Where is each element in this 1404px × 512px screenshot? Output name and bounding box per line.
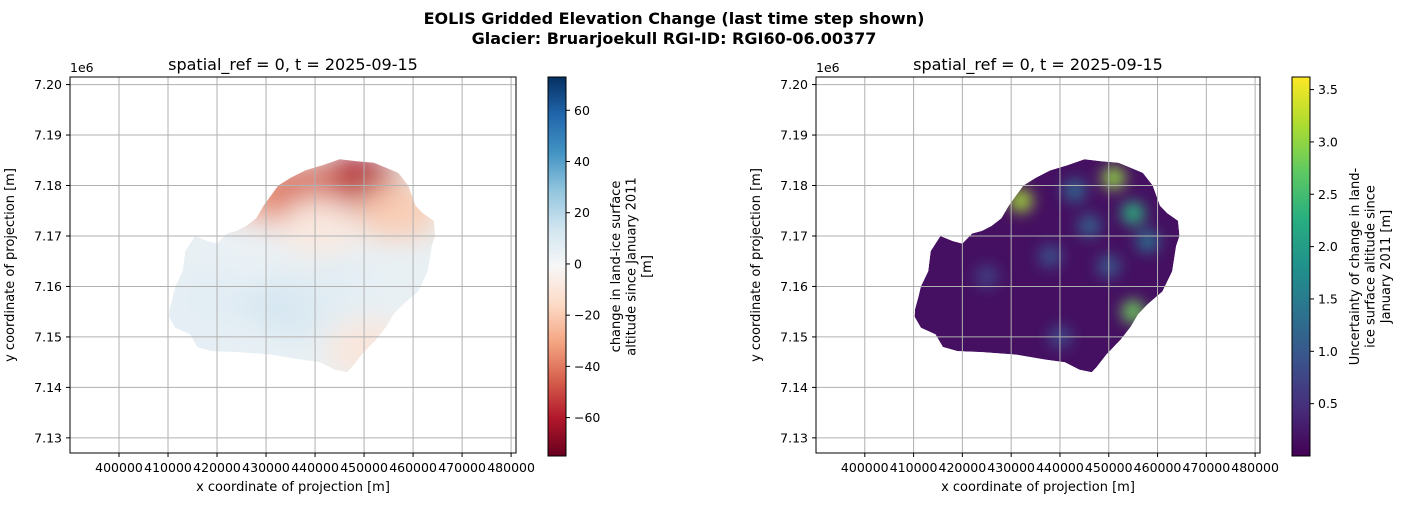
y-tick-label: 7.17 (34, 228, 62, 243)
colorbar-tick-label: 0.5 (1318, 396, 1338, 411)
y-tick-label: 7.15 (34, 329, 62, 344)
x-tick-label: 470000 (1182, 460, 1230, 475)
axes-frame (69, 76, 517, 454)
x-tick-label: 460000 (1134, 460, 1182, 475)
colorbar-label-line: [m] (640, 255, 655, 278)
colorbar-tick-label: −40 (574, 359, 600, 374)
uncertainty-panel: 400000 410000 420000 430000 440000 450000 4600… (749, 55, 1394, 495)
y-tick-label: 7.18 (780, 178, 808, 193)
colorbar (1291, 76, 1311, 457)
value-zone (277, 195, 362, 256)
y-tick-label: 7.19 (780, 128, 808, 143)
x-tick-label: 410000 (890, 460, 938, 475)
colorbar-label-line: altitude since January 2011 (625, 177, 640, 355)
panel-title: spatial_ref = 0, t = 2025-09-15 (168, 55, 418, 75)
x-tick-label: 450000 (340, 460, 388, 475)
y-axis-label: y coordinate of projection [m] (3, 168, 18, 362)
y-offset-label: 1e6 (816, 60, 840, 75)
y-tick-label: 7.20 (34, 77, 62, 92)
value-zone (1077, 213, 1102, 238)
figure-title-line1: EOLIS Gridded Elevation Change (last tim… (424, 9, 925, 28)
y-tick-label: 7.13 (34, 430, 62, 445)
y-offset-label: 1e6 (70, 60, 94, 75)
x-tick-label: 470000 (438, 460, 486, 475)
colorbar-tick-label: 40 (574, 154, 590, 169)
colorbar-tick-label: 1.5 (1318, 291, 1338, 306)
y-tick-label: 7.14 (34, 380, 62, 395)
colorbar-tick-label: 2.5 (1318, 187, 1338, 202)
x-axis-label: x coordinate of projection [m] (941, 480, 1135, 495)
x-tick-label: 440000 (1036, 460, 1084, 475)
y-tick-label: 7.18 (34, 178, 62, 193)
colorbar (547, 76, 567, 457)
y-tick-label: 7.16 (34, 279, 62, 294)
colorbar-label-line: change in land-ice surface (609, 181, 624, 353)
value-zone (1121, 201, 1146, 226)
axes-frame (815, 76, 1261, 454)
x-tick-label: 450000 (1085, 460, 1133, 475)
colorbar-tick-label: 20 (574, 205, 590, 220)
grid (816, 77, 1260, 453)
colorbar-label-line: ice surface altitude since (1364, 185, 1379, 348)
colorbar-label-line: January 2011 [m] (1379, 210, 1394, 324)
colorbar-label-line: Uncertainty of change in land- (1348, 167, 1363, 365)
x-tick-label: 460000 (389, 460, 437, 475)
colorbar-tick-label: 1.0 (1318, 344, 1338, 359)
elevation-change-panel: 400000 410000 420000 430000 440000 450000 4600… (3, 55, 655, 495)
y-tick-label: 7.14 (780, 380, 808, 395)
value-zone (1062, 178, 1087, 203)
y-tick-label: 7.15 (780, 329, 808, 344)
y-tick-label: 7.20 (780, 77, 808, 92)
x-tick-label: 420000 (193, 460, 241, 475)
glacier-field (914, 159, 1180, 373)
y-tick-label: 7.19 (34, 128, 62, 143)
grid (70, 77, 516, 453)
colorbar-tick-label: −60 (574, 410, 600, 425)
value-zone (1101, 165, 1126, 190)
x-tick-label: 480000 (1231, 460, 1279, 475)
x-tick-label: 440000 (291, 460, 339, 475)
x-tick-label: 410000 (144, 460, 192, 475)
x-tick-label: 430000 (242, 460, 290, 475)
x-tick-label: 430000 (987, 460, 1035, 475)
x-tick-label: 400000 (841, 460, 889, 475)
colorbar-tick-label: 2.0 (1318, 239, 1338, 254)
x-tick-label: 480000 (487, 460, 535, 475)
figure-title-line2: Glacier: Bruarjoekull RGI-ID: RGI60-06.0… (472, 29, 877, 48)
x-tick-label: 400000 (95, 460, 143, 475)
colorbar-tick-label: 60 (574, 103, 590, 118)
y-tick-label: 7.16 (780, 279, 808, 294)
y-axis-label: y coordinate of projection [m] (749, 168, 764, 362)
value-zone (974, 264, 999, 289)
figure-title: EOLIS Gridded Elevation Change (last tim… (424, 9, 925, 48)
colorbar-tick-label: 3.0 (1318, 134, 1338, 149)
value-zone (1135, 229, 1160, 254)
panel-title: spatial_ref = 0, t = 2025-09-15 (913, 55, 1163, 75)
colorbar-tick-label: −20 (574, 308, 600, 323)
y-tick-label: 7.17 (780, 228, 808, 243)
x-axis-label: x coordinate of projection [m] (196, 480, 390, 495)
x-tick-label: 420000 (939, 460, 987, 475)
colorbar-tick-label: 3.5 (1318, 82, 1338, 97)
y-tick-label: 7.13 (780, 430, 808, 445)
value-zone (1038, 244, 1063, 269)
colorbar-tick-label: 0 (574, 256, 582, 271)
